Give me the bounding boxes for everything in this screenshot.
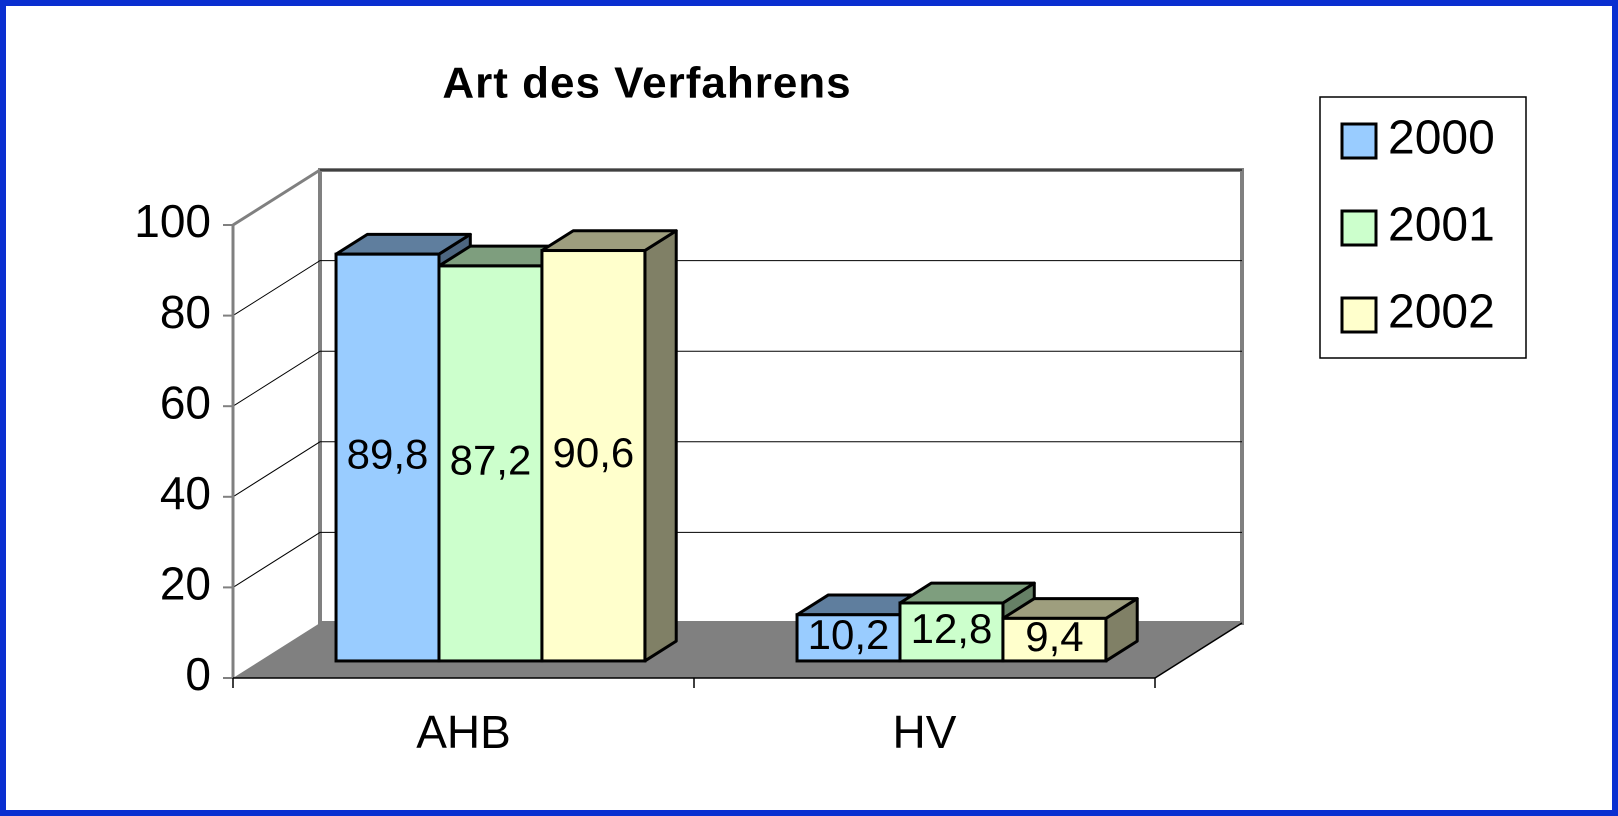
y-tick-label: 20 <box>160 558 211 610</box>
wall-edge <box>232 168 321 227</box>
bar-front <box>540 249 647 663</box>
bar-side <box>643 229 678 663</box>
y-tick-label: 40 <box>160 467 211 519</box>
y-tick-label: 60 <box>160 376 211 428</box>
legend-label: 2001 <box>1388 199 1495 252</box>
data-label: 89,8 <box>347 431 429 478</box>
floor-edge <box>1154 622 1243 679</box>
bar-front <box>898 601 1005 663</box>
bar <box>540 229 678 663</box>
bar <box>1001 597 1139 663</box>
grid-line <box>232 350 1242 407</box>
bar-front <box>1001 616 1108 663</box>
legend-swatch <box>1340 296 1378 334</box>
grid-line <box>232 531 1242 588</box>
grid-line <box>232 441 1242 498</box>
x-tick-label: AHB <box>416 706 511 758</box>
grid-line <box>232 260 1242 317</box>
data-label: 87,2 <box>450 437 532 484</box>
y-tick-label: 80 <box>160 286 211 338</box>
data-label: 9,4 <box>1025 613 1083 660</box>
data-label: 10,2 <box>808 611 890 658</box>
y-tick-label: 100 <box>134 195 211 247</box>
legend-swatch <box>1340 122 1378 160</box>
legend-label: 2000 <box>1388 112 1495 165</box>
legend-label: 2002 <box>1388 286 1495 339</box>
bar-front <box>795 613 902 663</box>
legend-swatch <box>1340 209 1378 247</box>
y-tick-label: 0 <box>185 648 211 700</box>
data-label: 90,6 <box>553 429 635 476</box>
bar-front <box>334 252 441 663</box>
chart-title: Art des Verfahrens <box>442 59 851 108</box>
x-tick-label: HV <box>893 706 957 758</box>
bar-front <box>437 264 544 663</box>
data-label: 12,8 <box>911 605 993 652</box>
